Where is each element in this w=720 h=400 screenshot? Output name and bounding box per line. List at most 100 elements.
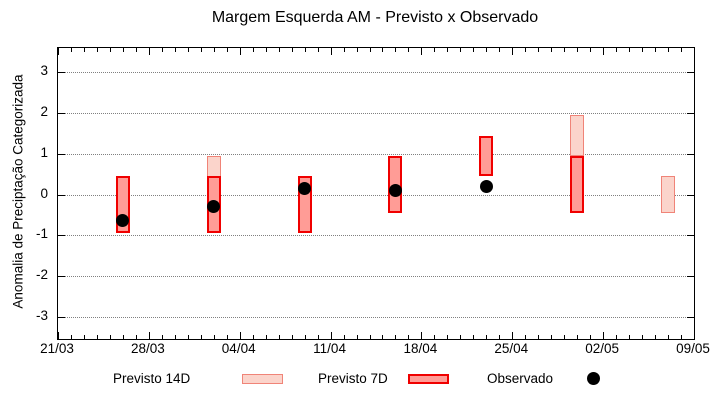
gridline-y [58, 113, 694, 115]
y-axis-tick [687, 72, 694, 74]
y-axis-tick [687, 275, 694, 277]
observado-point [207, 200, 221, 214]
y-tick-label: -2 [35, 266, 48, 282]
x-axis-tick [408, 335, 410, 339]
x-axis-tick [421, 332, 423, 339]
x-axis-tick [525, 48, 527, 52]
observado-point [298, 181, 312, 195]
x-axis-tick [694, 48, 695, 55]
x-axis-tick [525, 335, 527, 339]
x-axis-tick [252, 48, 254, 52]
x-axis-tick [538, 48, 540, 52]
x-axis-tick [434, 48, 436, 52]
gridline-y [58, 72, 694, 74]
x-axis-tick [460, 335, 462, 339]
x-tick-label: 09/05 [676, 341, 710, 356]
x-axis-tick [330, 48, 332, 55]
x-axis-tick [499, 335, 501, 339]
y-axis-tick [687, 316, 694, 318]
x-axis-tick [369, 48, 371, 52]
x-axis-tick [187, 335, 189, 339]
x-axis-tick [58, 48, 59, 55]
y-axis-tick [687, 113, 694, 115]
x-axis-tick [616, 48, 618, 52]
observado-point [116, 214, 130, 228]
x-axis-tick [642, 48, 644, 52]
x-axis-tick [83, 335, 85, 339]
gridline-y [58, 153, 694, 155]
x-axis-tick [395, 48, 397, 52]
y-tick-label: -1 [35, 226, 48, 242]
chart-title: Margem Esquerda AM - Previsto x Observad… [211, 9, 539, 26]
x-axis-tick [278, 335, 280, 339]
x-axis-tick [291, 48, 293, 52]
x-axis-tick [83, 48, 85, 52]
x-axis-tick [174, 335, 176, 339]
x-tick-label: 25/04 [494, 341, 529, 356]
x-axis-tick [395, 335, 397, 339]
y-tick-label: 2 [40, 104, 48, 120]
x-tick-label: 21/03 [40, 341, 74, 356]
x-axis-tick [122, 48, 124, 52]
x-axis-tick [200, 48, 202, 52]
x-axis-tick [304, 48, 306, 52]
x-axis-tick [499, 48, 501, 52]
x-axis-tick [486, 335, 488, 339]
x-axis-tick [603, 48, 605, 55]
x-axis-tick [161, 335, 163, 339]
x-axis-tick [369, 335, 371, 339]
x-axis-tick [590, 335, 592, 339]
x-axis-tick [317, 48, 319, 52]
x-tick-label: 18/04 [403, 341, 438, 356]
x-axis-tick [473, 48, 475, 52]
x-axis-tick [512, 48, 514, 55]
x-axis-tick [96, 48, 98, 52]
x-axis-tick [421, 48, 423, 55]
x-axis-tick [135, 48, 137, 52]
x-axis-tick [564, 48, 566, 52]
x-tick-label: 28/03 [130, 341, 165, 356]
x-axis-tick [239, 48, 241, 55]
x-axis-tick [681, 48, 683, 52]
x-axis-tick [200, 335, 202, 339]
y-axis-tick [58, 235, 65, 237]
x-axis-tick [434, 335, 436, 339]
x-axis-tick [551, 335, 553, 339]
gridline-y [58, 235, 694, 237]
x-axis-tick [551, 48, 553, 52]
y-axis-tick [687, 194, 694, 196]
y-axis-tick [58, 113, 65, 115]
legend-label-observado: Observado [487, 371, 554, 386]
y-tick-label: 3 [40, 63, 48, 79]
x-axis-tick [486, 48, 488, 52]
previsto-14d-bar [661, 176, 676, 213]
y-axis-tick [58, 153, 65, 155]
legend-label-previsto-14d: Previsto 14D [113, 371, 191, 386]
x-axis-tick [265, 335, 267, 339]
x-axis-tick [655, 335, 657, 339]
legend-observado-dot-icon [587, 372, 600, 385]
legend-label-previsto-7d: Previsto 7D [318, 371, 388, 386]
x-axis-tick [317, 335, 319, 339]
x-axis-tick [512, 332, 514, 339]
x-axis-tick [96, 335, 98, 339]
x-axis-tick [135, 335, 137, 339]
x-axis-tick [382, 48, 384, 52]
x-axis-tick [70, 335, 72, 339]
legend-swatch-previsto-14d [242, 374, 283, 384]
x-axis-tick [616, 335, 618, 339]
x-axis-tick [460, 48, 462, 52]
y-axis-tick [58, 275, 65, 277]
observado-point [388, 183, 402, 197]
x-axis-tick [356, 48, 358, 52]
x-axis-tick [278, 48, 280, 52]
x-axis-tick [213, 48, 215, 52]
y-axis-tick [687, 235, 694, 237]
x-axis-tick [226, 48, 228, 52]
x-axis-tick [642, 335, 644, 339]
x-tick-label: 02/05 [585, 341, 620, 356]
x-tick-label: 11/04 [313, 341, 346, 356]
x-axis-tick [239, 332, 241, 339]
gridline-y [58, 275, 694, 277]
